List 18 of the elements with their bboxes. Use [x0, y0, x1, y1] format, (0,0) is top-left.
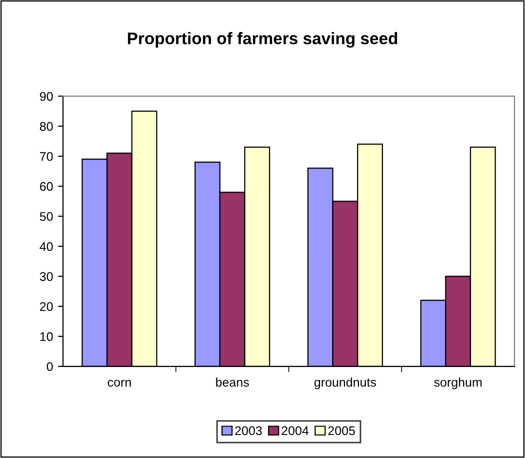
y-tick-label: 60	[40, 182, 53, 191]
y-tick-label: 20	[40, 302, 53, 312]
y-tick-label: 90	[40, 92, 53, 101]
x-tick-label: sorghum	[434, 378, 482, 390]
y-tick-label: 0	[46, 362, 53, 372]
legend-label: 2003	[235, 426, 262, 436]
y-tick-label: 30	[40, 272, 53, 281]
x-tick-label: beans	[216, 378, 249, 387]
chart-title: Proportion of farmers saving seed	[128, 32, 398, 48]
y-tick-label: 80	[40, 122, 53, 131]
legend-label: 2004	[282, 426, 309, 436]
x-tick-label: corn	[108, 380, 131, 387]
legend-label: 2005	[328, 426, 355, 436]
y-tick-label: 40	[40, 242, 53, 251]
x-tick-label: groundnuts	[314, 378, 376, 390]
y-tick-label: 70	[40, 152, 53, 161]
y-tick-label: 50	[40, 212, 53, 221]
y-tick-label: 10	[40, 332, 53, 342]
